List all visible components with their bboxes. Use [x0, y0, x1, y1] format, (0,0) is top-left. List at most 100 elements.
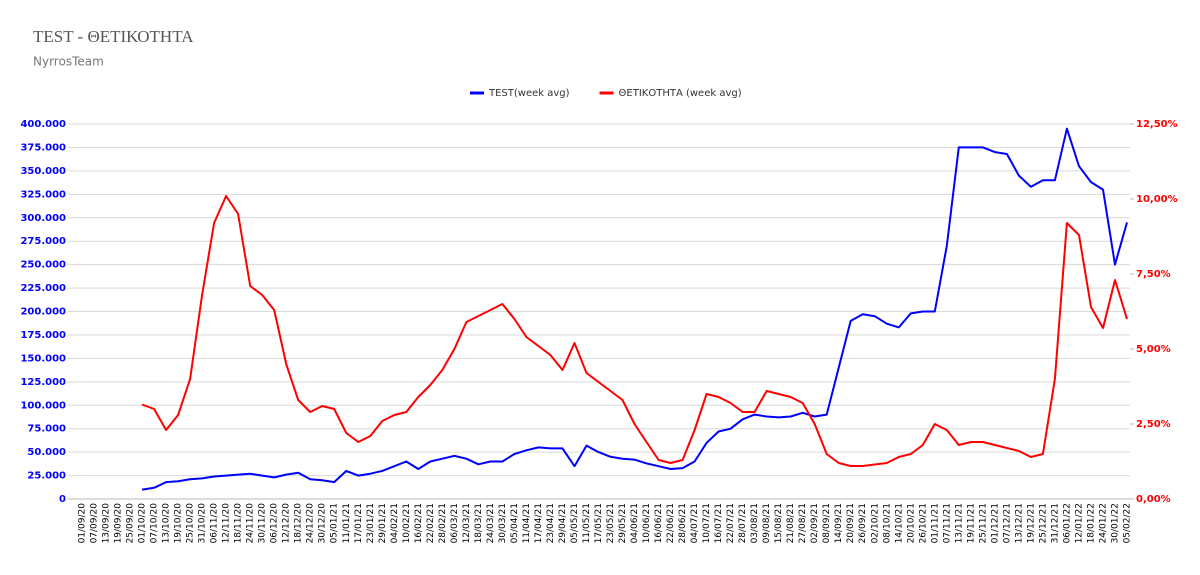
x-tick-label: 13/11/21 [954, 503, 964, 543]
y-tick-label: 100.000 [20, 400, 66, 411]
x-tick-label: 12/01/22 [1074, 503, 1084, 543]
x-tick-label: 24/01/22 [1098, 503, 1108, 543]
x-tick-label: 12/03/21 [462, 503, 472, 543]
x-tick-label: 19/11/21 [966, 503, 976, 543]
x-tick-label: 31/10/20 [198, 503, 208, 544]
x-tick-label: 16/06/21 [654, 503, 664, 543]
x-tick-label: 04/07/21 [690, 503, 700, 543]
x-tick-label: 03/08/21 [750, 503, 760, 543]
x-tick-label: 17/05/21 [594, 503, 604, 543]
y-tick-label: 250.000 [20, 260, 66, 271]
x-tick-label: 25/10/20 [186, 503, 196, 544]
x-tick-label: 09/08/21 [762, 503, 772, 543]
x-tick-label: 30/03/21 [498, 503, 508, 543]
y-tick-label: 275.000 [20, 236, 66, 247]
legend-label: ΘΕΤΙΚΟΤΗΤΑ (week avg) [619, 88, 742, 99]
x-tick-label: 23/01/21 [366, 503, 376, 543]
y-tick-label: 225.000 [20, 283, 66, 294]
x-tick-label: 20/10/21 [906, 503, 916, 543]
x-tick-label: 01/09/20 [78, 503, 88, 544]
chart-subtitle: NyrrosTeam [33, 55, 104, 69]
y2-tick-label: 7,50% [1136, 269, 1171, 280]
x-tick-label: 05/02/22 [1123, 503, 1133, 543]
y-tick-label: 400.000 [20, 119, 66, 130]
x-tick-label: 11/04/21 [522, 503, 532, 543]
x-tick-label: 01/11/21 [930, 503, 940, 543]
x-tick-label: 23/04/21 [546, 503, 556, 543]
x-tick-label: 28/02/21 [438, 503, 448, 543]
x-tick-label: 04/06/21 [630, 503, 640, 543]
x-tick-label: 05/05/21 [570, 503, 580, 543]
x-tick-label: 01/12/21 [990, 503, 1000, 543]
x-tick-label: 19/09/20 [114, 503, 124, 544]
x-tick-label: 21/08/21 [786, 503, 796, 543]
y-tick-label: 75.000 [27, 424, 66, 435]
x-tick-label: 07/11/21 [942, 503, 952, 543]
x-tick-label: 19/12/21 [1026, 503, 1036, 543]
x-tick-label: 19/10/20 [174, 503, 184, 544]
x-tick-label: 06/01/22 [1062, 503, 1072, 543]
x-tick-label: 30/01/22 [1110, 503, 1120, 543]
x-tick-label: 06/12/20 [270, 503, 280, 544]
x-tick-label: 29/04/21 [558, 503, 568, 543]
x-tick-label: 13/09/20 [102, 503, 112, 544]
x-tick-label: 30/11/20 [258, 503, 268, 544]
x-tick-label: 24/03/21 [486, 503, 496, 543]
x-tick-label: 12/11/20 [222, 503, 232, 544]
x-tick-label: 26/10/21 [918, 503, 928, 543]
series-line [141, 127, 1128, 491]
x-tick-label: 18/03/21 [474, 503, 484, 543]
x-tick-label: 05/04/21 [510, 503, 520, 543]
y-tick-label: 125.000 [20, 377, 66, 388]
x-tick-label: 10/07/21 [702, 503, 712, 543]
chart-title: TEST - ΘΕΤΙΚΟΤΗΤΑ [33, 27, 194, 46]
x-tick-label: 23/05/21 [606, 503, 616, 543]
x-tick-label: 14/09/21 [834, 503, 844, 543]
y-tick-label: 150.000 [20, 353, 66, 364]
x-tick-label: 11/01/21 [342, 503, 352, 543]
y2-tick-label: 0,00% [1136, 494, 1171, 505]
x-tick-label: 10/02/21 [402, 503, 412, 543]
x-tick-label: 29/05/21 [618, 503, 628, 543]
x-tick-label: 29/01/21 [378, 503, 388, 543]
x-tick-label: 30/12/20 [318, 503, 328, 544]
series-line [141, 195, 1128, 467]
x-tick-label: 20/09/21 [846, 503, 856, 543]
x-tick-label: 22/06/21 [666, 503, 676, 543]
x-tick-label: 18/11/20 [234, 503, 244, 544]
x-tick-label: 26/09/21 [858, 503, 868, 543]
x-tick-label: 24/11/20 [246, 503, 256, 544]
x-tick-label: 22/07/21 [726, 503, 736, 543]
y2-tick-label: 2,50% [1136, 419, 1171, 430]
x-tick-label: 13/12/21 [1014, 503, 1024, 543]
x-tick-label: 07/09/20 [90, 503, 100, 544]
y2-tick-label: 12,50% [1136, 119, 1178, 130]
y-tick-label: 325.000 [20, 189, 66, 200]
x-tick-label: 05/01/21 [330, 503, 340, 543]
x-tick-label: 17/04/21 [534, 503, 544, 543]
x-tick-label: 06/03/21 [450, 503, 460, 543]
x-tick-label: 15/08/21 [774, 503, 784, 543]
x-tick-label: 18/12/20 [294, 503, 304, 544]
x-tick-label: 02/10/21 [870, 503, 880, 543]
x-tick-label: 08/10/21 [882, 503, 892, 543]
y-tick-label: 25.000 [27, 471, 66, 482]
y-tick-label: 375.000 [20, 142, 66, 153]
x-tick-label: 25/09/20 [126, 503, 136, 544]
y-tick-label: 50.000 [27, 447, 66, 458]
x-tick-label: 31/12/21 [1050, 503, 1060, 543]
x-tick-label: 16/02/21 [414, 503, 424, 543]
y2-tick-label: 10,00% [1136, 194, 1178, 205]
x-tick-label: 11/05/21 [582, 503, 592, 543]
x-tick-label: 13/10/20 [162, 503, 172, 544]
x-tick-label: 01/10/20 [138, 503, 148, 544]
y-tick-label: 175.000 [20, 330, 66, 341]
x-tick-label: 06/11/20 [210, 503, 220, 544]
x-tick-label: 28/07/21 [738, 503, 748, 543]
x-tick-label: 10/06/21 [642, 503, 652, 543]
x-tick-label: 22/02/21 [426, 503, 436, 543]
y-tick-label: 0 [59, 494, 66, 505]
y2-tick-label: 5,00% [1136, 344, 1171, 355]
y-tick-label: 300.000 [20, 213, 66, 224]
